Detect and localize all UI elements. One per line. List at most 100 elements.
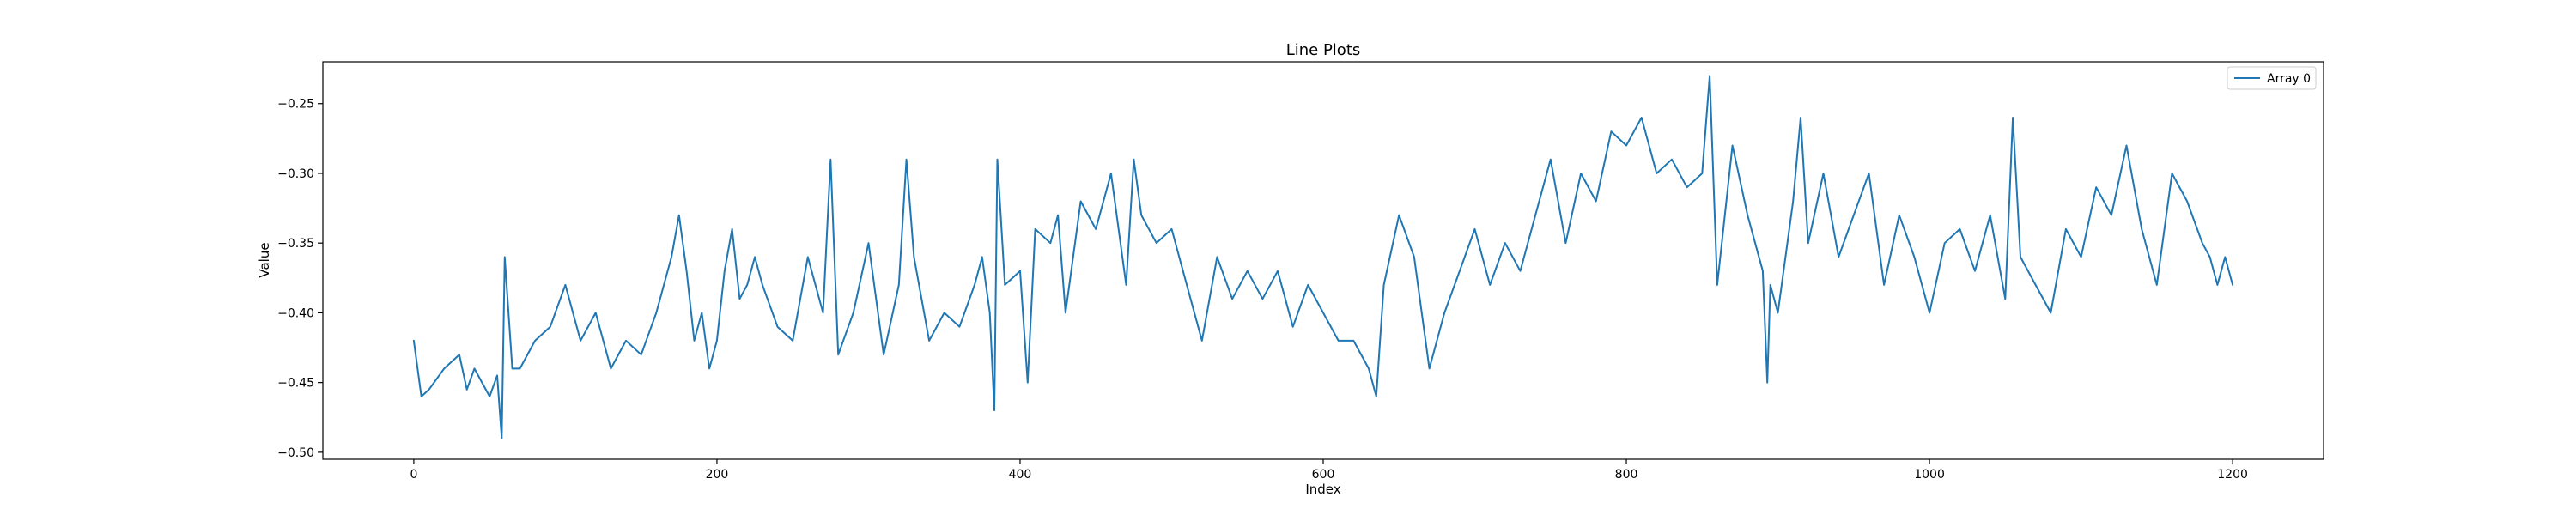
data-point: [1027, 381, 1029, 383]
data-point: [1065, 312, 1066, 313]
data-point: [1709, 75, 1710, 76]
data-point: [671, 256, 672, 258]
data-point: [993, 409, 995, 411]
data-point: [867, 242, 869, 244]
data-point: [1959, 228, 1960, 230]
data-point: [1019, 270, 1021, 272]
data-point: [421, 396, 422, 397]
data-point: [496, 374, 498, 376]
data-point: [1716, 284, 1718, 286]
data-point: [1004, 284, 1005, 286]
data-point: [2125, 144, 2127, 146]
data-point: [776, 326, 778, 328]
data-point: [443, 367, 445, 369]
y-tick-label: −0.40: [277, 306, 314, 320]
data-point: [724, 270, 726, 272]
data-point: [1974, 270, 1976, 272]
data-point: [473, 367, 475, 369]
data-point: [1413, 256, 1415, 258]
data-point: [2012, 117, 2014, 118]
x-axis-label: Index: [1305, 482, 1340, 497]
data-point: [1376, 396, 1377, 397]
data-point: [1133, 159, 1134, 161]
data-point: [2232, 284, 2233, 286]
data-point: [466, 389, 468, 391]
data-point: [974, 284, 975, 286]
x-tick-label: 800: [1615, 468, 1638, 482]
data-point: [2065, 228, 2067, 230]
data-point: [853, 312, 854, 313]
data-point: [1777, 312, 1778, 313]
y-tick-label: −0.45: [277, 377, 314, 391]
y-tick-label: −0.30: [277, 167, 314, 181]
legend: Array 0: [2227, 66, 2317, 90]
data-point: [678, 215, 680, 216]
y-axis-label: Value: [257, 242, 272, 277]
data-point: [1656, 173, 1657, 174]
data-point: [1125, 284, 1127, 286]
data-point: [1156, 242, 1157, 244]
y-tick-label: −0.50: [277, 446, 314, 460]
data-point: [685, 270, 687, 272]
data-point: [1534, 215, 1536, 216]
data-point: [1686, 186, 1687, 188]
data-point: [1049, 242, 1051, 244]
data-point: [2156, 284, 2158, 286]
data-point: [1231, 298, 1233, 300]
data-point: [792, 340, 793, 342]
data-point: [1550, 159, 1552, 161]
data-point: [413, 340, 415, 342]
data-point: [1853, 215, 1855, 216]
data-point: [1822, 173, 1824, 174]
data-point: [883, 354, 884, 355]
y-tick-label: −0.35: [277, 237, 314, 251]
data-point: [701, 312, 702, 313]
data-point: [1671, 159, 1673, 161]
data-point: [928, 340, 930, 342]
data-point: [1459, 270, 1461, 272]
data-point: [1701, 173, 1703, 174]
data-point: [2171, 173, 2172, 174]
data-point: [1382, 284, 1384, 286]
data-point: [610, 367, 611, 369]
data-point: [1473, 228, 1475, 230]
data-point: [837, 354, 839, 355]
data-point: [716, 340, 718, 342]
data-point: [754, 256, 756, 258]
x-tick-label: 1000: [1914, 468, 1945, 482]
data-point: [898, 284, 900, 286]
chart-title: Line Plots: [1286, 41, 1361, 59]
data-point: [564, 284, 566, 286]
x-tick-label: 600: [1312, 468, 1335, 482]
data-point: [580, 340, 581, 342]
data-point: [1883, 284, 1885, 286]
data-point: [2034, 284, 2036, 286]
data-point: [641, 354, 642, 355]
x-tick-label: 1200: [2217, 468, 2248, 482]
data-point: [1747, 215, 1748, 216]
data-point: [1443, 312, 1445, 313]
data-point: [1368, 367, 1370, 369]
data-point: [2080, 256, 2081, 258]
data-point: [1079, 200, 1081, 202]
data-point: [1277, 270, 1279, 272]
data-point: [1792, 200, 1794, 202]
data-point: [428, 389, 429, 391]
plot-frame: [322, 61, 2324, 460]
data-point: [2186, 200, 2188, 202]
data-point: [550, 326, 551, 328]
data-point: [1307, 284, 1309, 286]
data-point: [1489, 284, 1491, 286]
data-point: [1944, 242, 1946, 244]
data-point: [762, 284, 763, 286]
data-point: [459, 354, 460, 355]
data-point: [807, 256, 809, 258]
data-point: [1731, 144, 1733, 146]
data-point: [2208, 256, 2210, 258]
data-point: [1766, 381, 1768, 383]
data-point: [534, 340, 536, 342]
data-point: [1762, 270, 1764, 272]
x-tick-label: 200: [706, 468, 729, 482]
data-point: [1807, 242, 1809, 244]
